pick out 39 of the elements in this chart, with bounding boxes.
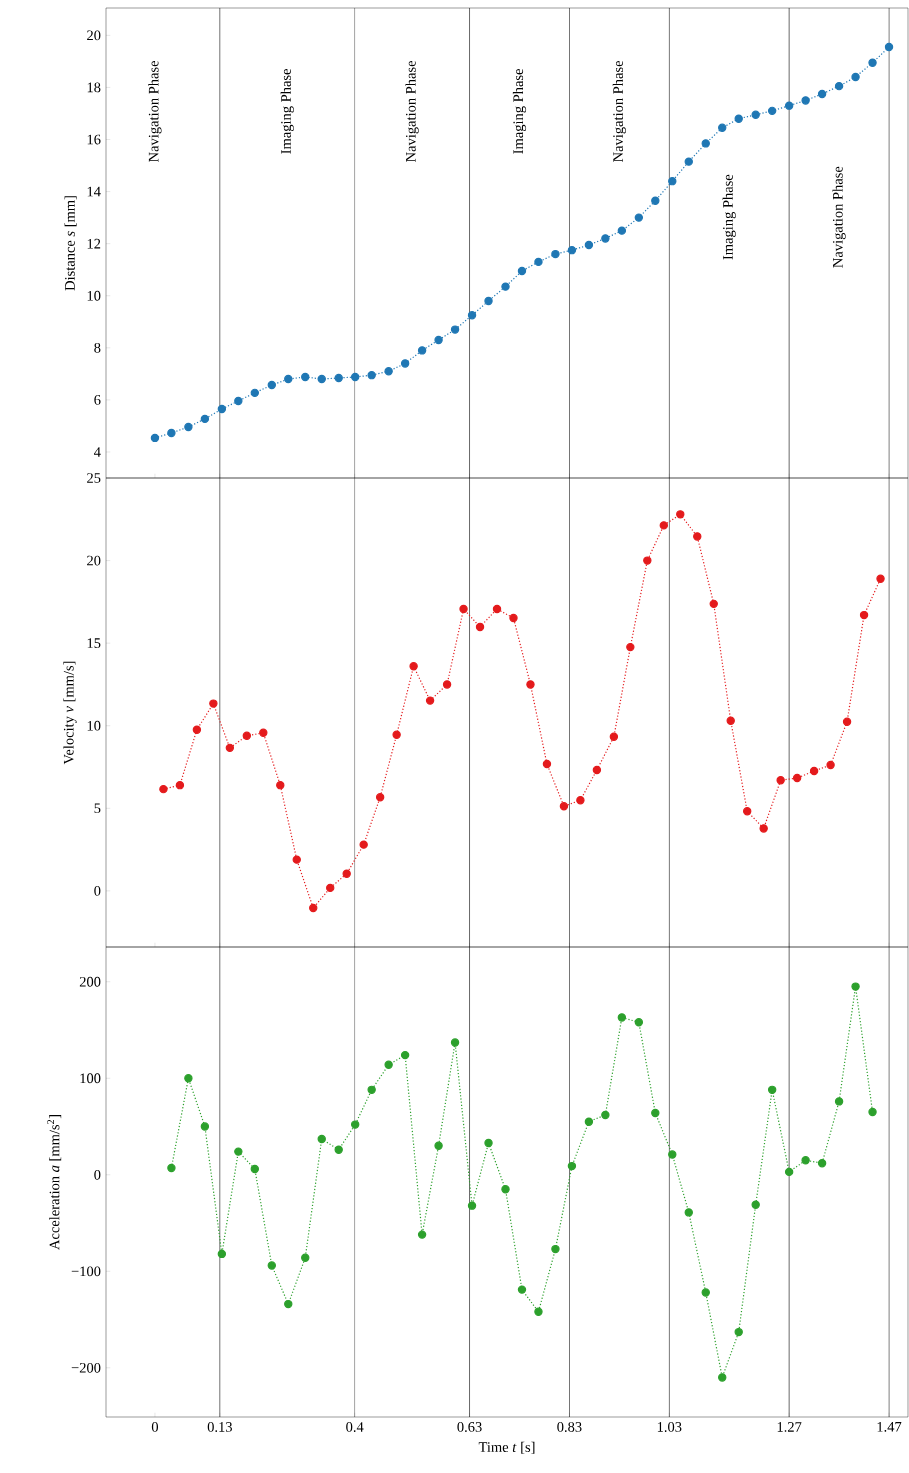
y-tick-label: 18: [87, 82, 101, 93]
y-tick-label: 10: [87, 720, 101, 731]
y-tick-label: 0: [94, 1169, 101, 1180]
y-tick-label: 5: [94, 803, 101, 814]
y-tick-label: 20: [87, 555, 101, 566]
x-tick-label: 0.4: [346, 1422, 364, 1432]
x-tick-label: 0.63: [457, 1422, 482, 1432]
x-axis-title: Time t [s]: [478, 1441, 535, 1454]
y-tick-label: 20: [87, 30, 101, 41]
x-tick-label: 0.83: [557, 1422, 582, 1432]
y-tick-label: 14: [87, 186, 101, 197]
x-tick-label: 0.13: [207, 1422, 232, 1432]
annotation: Navigation Phase: [148, 60, 162, 162]
y-tick-label: −100: [71, 1266, 101, 1277]
y-axis-title: Distance s [mm]: [64, 196, 77, 291]
y-tick-label: 100: [80, 1073, 101, 1084]
y-tick-label: 16: [87, 134, 101, 145]
x-tick-label: 0: [151, 1422, 159, 1432]
y-axis-title: Velocity v [mm/s]: [63, 661, 77, 765]
annotation: Navigation Phase: [405, 60, 419, 162]
y-tick-label: 4: [94, 447, 101, 457]
y-tick-label: 0: [94, 885, 101, 896]
annotation: Imaging Phase: [722, 174, 736, 260]
x-tick-label: 1.27: [777, 1422, 802, 1432]
y-tick-label: 15: [87, 638, 101, 649]
y-axis-title: Acceleration a [mm/s$^{2}$]: [47, 1115, 62, 1250]
annotation: Navigation Phase: [832, 166, 846, 268]
y-tick-label: 10: [87, 290, 101, 301]
y-tick-label: 12: [87, 238, 101, 249]
x-tick-label: 1.47: [877, 1422, 902, 1432]
y-tick-label: 25: [87, 473, 101, 483]
y-tick-label: −200: [71, 1362, 101, 1373]
annotation: Imaging Phase: [280, 69, 294, 154]
annotation: Navigation Phase: [612, 60, 626, 162]
y-tick-label: 6: [94, 395, 101, 405]
x-tick-label: 1.03: [657, 1422, 682, 1432]
y-tick-label: 200: [79, 976, 101, 987]
annotation: Imaging Phase: [512, 69, 527, 154]
y-tick-label: 8: [94, 342, 101, 353]
